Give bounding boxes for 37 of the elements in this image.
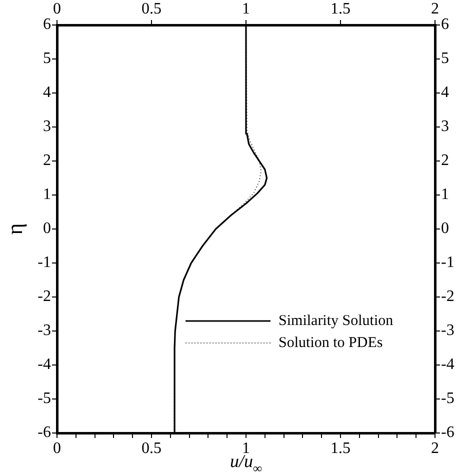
y-axis-title: η xyxy=(2,223,27,235)
y2-tick-label: 2 xyxy=(441,152,449,170)
y-tick-label: -6 xyxy=(38,424,51,442)
y-tick-label: 3 xyxy=(43,118,51,136)
y2-tick-label: 3 xyxy=(441,118,449,136)
y2-tick-label: -5 xyxy=(441,390,454,408)
text: Solution to PDEs xyxy=(278,334,383,351)
y-tick-label: 0 xyxy=(43,220,51,238)
y-tick-label: -1 xyxy=(38,254,51,272)
y2-tick-label: -1 xyxy=(441,254,454,272)
y-tick-label: 4 xyxy=(43,84,51,102)
x-tick-label: 0.5 xyxy=(142,440,162,457)
x2-tick-label: 0.5 xyxy=(142,0,162,18)
y-tick-label: -5 xyxy=(38,390,51,408)
x-tick-label: 2 xyxy=(431,440,439,457)
y2-tick-label: 5 xyxy=(441,50,449,68)
x2-tick-label: 2 xyxy=(431,0,439,18)
y-tick-label: 1 xyxy=(43,186,51,204)
y2-tick-label: 0 xyxy=(441,220,449,238)
y2-tick-label: -2 xyxy=(441,288,454,306)
x2-tick-label: 1 xyxy=(242,0,250,18)
x-tick-label: 1 xyxy=(242,440,250,457)
y-tick-label: -3 xyxy=(38,322,51,340)
y-tick-label: 6 xyxy=(43,16,51,34)
y-tick-label: -2 xyxy=(38,288,51,306)
text: Similarity Solution xyxy=(278,312,394,329)
y2-tick-label: -3 xyxy=(441,322,454,340)
y-tick-label: 5 xyxy=(43,50,51,68)
y2-tick-label: -6 xyxy=(441,424,454,442)
y2-tick-label: 1 xyxy=(441,186,449,204)
x-tick-label: 1.5 xyxy=(330,440,350,457)
y2-tick-label: 6 xyxy=(441,16,449,34)
y2-tick-label: 4 xyxy=(441,84,449,102)
x2-tick-label: 1.5 xyxy=(330,0,350,18)
y2-tick-label: -4 xyxy=(441,356,454,374)
y-tick-label: -4 xyxy=(38,356,51,374)
y-tick-label: 2 xyxy=(43,152,51,170)
